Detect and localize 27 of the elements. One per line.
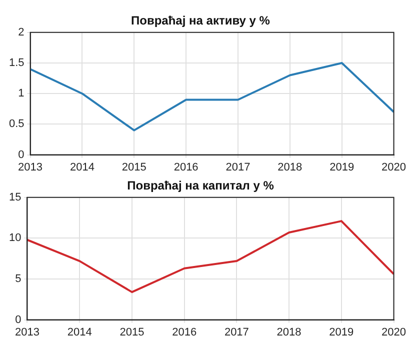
y-tick-label: 5 [15, 273, 22, 286]
x-tick-label: 2013 [14, 326, 40, 338]
x-tick-label: 2016 [174, 161, 198, 174]
y-tick-label: 1.5 [8, 57, 24, 70]
y-tick-label: 0.5 [8, 118, 24, 130]
y-tick-label: 0 [18, 148, 24, 161]
x-tick-label: 2020 [382, 161, 406, 174]
x-tick-label: 2014 [70, 161, 94, 174]
x-tick-label: 2015 [120, 326, 144, 338]
x-tick-label: 2018 [278, 161, 302, 174]
chart-title: Повраћај на активу у % [131, 14, 270, 28]
y-tick-label: 1 [18, 88, 24, 100]
x-tick-label: 2017 [224, 326, 249, 338]
x-tick-label: 2015 [122, 161, 146, 174]
y-tick-label: 0 [15, 314, 22, 326]
x-tick-label: 2019 [330, 161, 354, 174]
y-tick-label: 10 [8, 232, 22, 244]
x-tick-label: 2017 [226, 161, 250, 174]
chart-title: Повраћај на капитал у % [127, 178, 274, 193]
x-tick-label: 2020 [382, 326, 406, 338]
y-tick-label: 15 [8, 191, 22, 204]
x-tick-label: 2018 [276, 326, 302, 338]
x-tick-label: 2019 [329, 326, 354, 338]
y-tick-label: 2 [18, 26, 24, 38]
x-tick-label: 2013 [18, 161, 43, 174]
x-tick-label: 2014 [67, 326, 92, 338]
x-tick-label: 2016 [172, 326, 197, 338]
